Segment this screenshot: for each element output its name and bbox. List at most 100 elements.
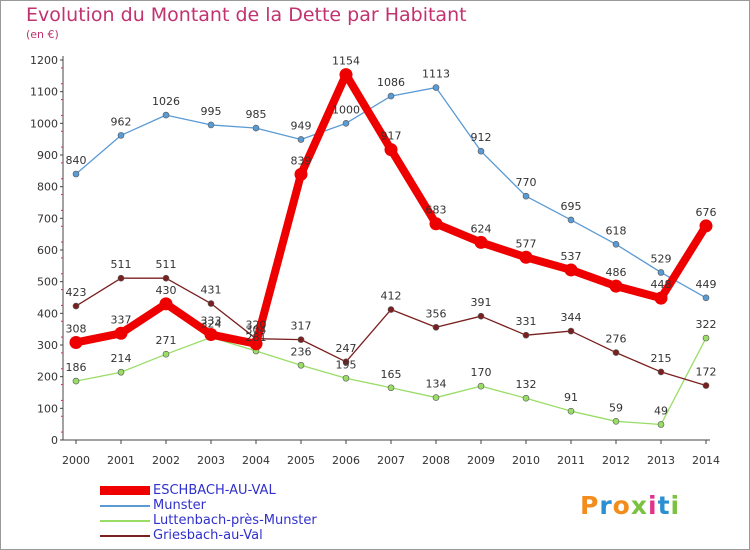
data-point xyxy=(657,421,665,428)
data-label: 839 xyxy=(291,154,312,167)
x-tick-label: 2002 xyxy=(152,454,180,467)
data-point xyxy=(609,279,623,293)
data-label: 1154 xyxy=(332,55,360,68)
data-label: 165 xyxy=(381,368,402,381)
data-label: 840 xyxy=(66,154,87,167)
data-label: 770 xyxy=(516,176,537,189)
data-label: 1113 xyxy=(422,68,450,81)
y-tick-label: 800 xyxy=(37,181,58,194)
data-point xyxy=(387,92,395,100)
y-tick-label: 1100 xyxy=(30,86,58,99)
y-tick-label: 1000 xyxy=(30,117,58,130)
y-tick-label: 900 xyxy=(37,149,58,162)
data-label: 1026 xyxy=(152,95,180,108)
data-point xyxy=(72,377,80,385)
y-tick-label: 300 xyxy=(37,339,58,352)
data-label: 577 xyxy=(516,237,537,250)
data-point xyxy=(117,368,125,376)
data-point xyxy=(699,219,713,233)
data-label: 962 xyxy=(111,115,132,128)
data-point xyxy=(162,274,170,282)
data-label: 391 xyxy=(471,296,492,309)
data-label: 134 xyxy=(426,378,447,391)
data-label: 324 xyxy=(201,317,222,330)
data-point xyxy=(702,382,710,389)
data-label: 412 xyxy=(381,290,402,303)
data-point xyxy=(474,235,488,249)
data-label: 1086 xyxy=(377,76,405,89)
data-label: 337 xyxy=(111,313,132,326)
data-label: 308 xyxy=(66,322,87,335)
data-label: 995 xyxy=(201,105,222,118)
proxiti-logo: Proxiti xyxy=(580,491,680,520)
data-point xyxy=(432,84,440,91)
data-label: 683 xyxy=(426,204,447,217)
x-tick-label: 2008 xyxy=(422,454,450,467)
data-label: 1000 xyxy=(332,103,360,116)
data-point xyxy=(69,335,83,349)
data-label: 949 xyxy=(291,119,312,132)
data-point xyxy=(342,374,350,382)
data-label: 247 xyxy=(336,342,357,355)
data-label: 172 xyxy=(696,366,717,379)
data-point xyxy=(297,336,305,343)
data-label: 215 xyxy=(651,352,672,365)
data-point xyxy=(72,302,80,310)
y-tick-label: 400 xyxy=(37,307,58,320)
y-tick-label: 1200 xyxy=(30,54,58,67)
data-point xyxy=(519,250,533,264)
data-point xyxy=(297,136,305,143)
data-label: 170 xyxy=(471,366,492,379)
data-label: 195 xyxy=(336,358,357,371)
data-point xyxy=(522,394,530,402)
x-tick-label: 2007 xyxy=(377,454,405,467)
data-point xyxy=(159,297,173,311)
data-label: 281 xyxy=(246,331,267,344)
data-label: 985 xyxy=(246,108,267,121)
data-point xyxy=(567,216,575,224)
data-point xyxy=(702,294,710,302)
y-tick-label: 700 xyxy=(37,212,58,225)
data-point xyxy=(657,368,665,376)
data-label: 618 xyxy=(606,224,627,237)
data-point xyxy=(612,349,620,356)
data-label: 59 xyxy=(609,401,623,414)
logo-letter: i xyxy=(670,491,681,520)
logo-letter: P xyxy=(580,491,600,520)
y-tick-label: 500 xyxy=(37,276,58,289)
data-point xyxy=(432,323,440,331)
legend-label-griesbach: Griesbach-au-Val xyxy=(153,528,263,543)
data-point xyxy=(72,170,80,178)
legend-label-eschbach: ESCHBACH-AU-VAL xyxy=(153,483,276,498)
data-point xyxy=(117,132,125,139)
x-tick-label: 2006 xyxy=(332,454,360,467)
x-tick-label: 2013 xyxy=(647,454,675,467)
data-point xyxy=(342,120,350,127)
x-tick-label: 2001 xyxy=(107,454,135,467)
data-point xyxy=(162,111,170,119)
data-label: 486 xyxy=(606,266,627,279)
data-label: 132 xyxy=(516,378,537,391)
x-tick-label: 2014 xyxy=(692,454,720,467)
legend-label-munster: Munster xyxy=(153,498,206,513)
x-tick-label: 2000 xyxy=(62,454,90,467)
data-point xyxy=(612,418,620,425)
data-label: 529 xyxy=(651,252,672,265)
data-label: 333 xyxy=(201,315,222,328)
data-label: 317 xyxy=(291,320,312,333)
data-label: 537 xyxy=(561,250,582,263)
data-point xyxy=(204,328,218,342)
data-point xyxy=(429,217,443,231)
legend-swatch-munster xyxy=(100,505,150,507)
data-point xyxy=(387,306,395,313)
data-label: 276 xyxy=(606,333,627,346)
data-point xyxy=(522,331,530,339)
x-tick-label: 2012 xyxy=(602,454,630,467)
data-point xyxy=(612,241,620,248)
data-label: 423 xyxy=(66,286,87,299)
legend-swatch-griesbach xyxy=(100,535,150,537)
data-label: 356 xyxy=(426,307,447,320)
data-point xyxy=(477,312,485,320)
